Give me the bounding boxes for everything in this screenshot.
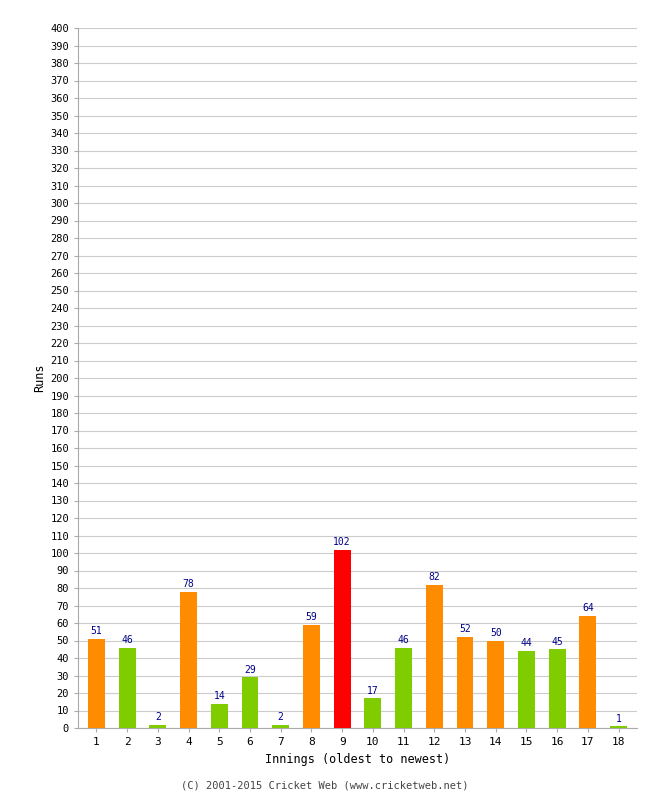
- Bar: [180, 591, 197, 728]
- Bar: [242, 678, 259, 728]
- Text: 59: 59: [306, 612, 317, 622]
- Bar: [426, 585, 443, 728]
- Text: 102: 102: [333, 537, 351, 547]
- Bar: [303, 625, 320, 728]
- Text: 51: 51: [90, 626, 102, 636]
- Text: 78: 78: [183, 579, 194, 589]
- Bar: [211, 703, 227, 728]
- Text: 1: 1: [616, 714, 621, 724]
- Bar: [119, 647, 136, 728]
- Text: 52: 52: [459, 624, 471, 634]
- Bar: [610, 726, 627, 728]
- Text: 14: 14: [213, 691, 225, 701]
- Bar: [518, 651, 535, 728]
- Bar: [272, 725, 289, 728]
- Bar: [549, 650, 566, 728]
- Text: 17: 17: [367, 686, 379, 696]
- Text: 46: 46: [398, 635, 410, 645]
- Bar: [150, 725, 166, 728]
- Bar: [395, 647, 412, 728]
- Bar: [488, 641, 504, 728]
- Text: 45: 45: [551, 637, 563, 646]
- Bar: [579, 616, 596, 728]
- Text: 64: 64: [582, 603, 593, 614]
- Text: 2: 2: [155, 712, 161, 722]
- Bar: [365, 698, 382, 728]
- X-axis label: Innings (oldest to newest): Innings (oldest to newest): [265, 753, 450, 766]
- Text: 50: 50: [490, 628, 502, 638]
- Y-axis label: Runs: Runs: [33, 364, 46, 392]
- Text: 29: 29: [244, 665, 256, 674]
- Bar: [88, 638, 105, 728]
- Text: 82: 82: [428, 572, 440, 582]
- Text: (C) 2001-2015 Cricket Web (www.cricketweb.net): (C) 2001-2015 Cricket Web (www.cricketwe…: [181, 781, 469, 790]
- Bar: [456, 637, 473, 728]
- Text: 2: 2: [278, 712, 283, 722]
- Text: 46: 46: [122, 635, 133, 645]
- Bar: [333, 550, 350, 728]
- Text: 44: 44: [521, 638, 532, 648]
